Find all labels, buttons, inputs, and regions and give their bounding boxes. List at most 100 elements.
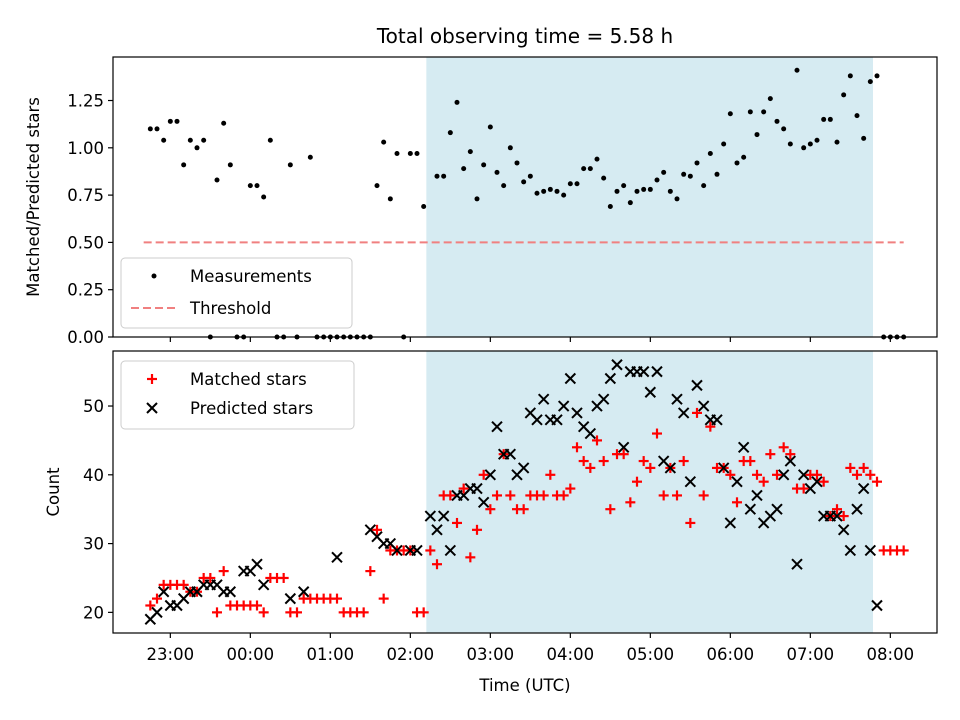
matched-star-point (145, 600, 156, 611)
matched-star-point (852, 469, 862, 480)
y-tick-label: 1.25 (67, 92, 104, 111)
predicted-star-point (331, 551, 343, 564)
measurement-point (481, 162, 487, 168)
legend-predicted-marker (146, 402, 158, 414)
predicted-star-point (551, 414, 563, 426)
matched-star-point (332, 593, 342, 604)
measurement-point (807, 141, 813, 147)
legend-matched-marker (147, 374, 157, 384)
matched-star-point (472, 524, 482, 535)
measurement-point (741, 154, 747, 160)
matched-star-point (458, 483, 469, 494)
matched-star-point (452, 517, 462, 528)
bottom-x-axis-label: Time (UTC) (478, 676, 570, 695)
measurement-point (581, 166, 587, 172)
matched-star-point (418, 607, 429, 618)
measurement-point (647, 186, 653, 192)
matched-star-point (818, 476, 829, 487)
matched-star-point (545, 469, 556, 480)
predicted-star-point (677, 407, 690, 419)
predicted-star-point (784, 455, 797, 467)
bottom-plot-frame (112, 350, 938, 634)
predicted-star-point (411, 544, 423, 557)
top-panel: Total observing time = 5.58 h 0.000.250.… (24, 24, 938, 347)
predicted-star-point (771, 503, 783, 515)
matched-star-point (692, 407, 702, 418)
matched-star-point (858, 462, 869, 473)
matched-star-point (865, 469, 876, 480)
matched-star-point (485, 504, 496, 515)
y-tick-label: 40 (83, 466, 104, 485)
matched-star-point (872, 476, 882, 487)
matched-star-point (365, 566, 376, 577)
predicted-star-point (637, 365, 650, 378)
predicted-star-point (424, 510, 437, 522)
measurement-point (714, 171, 720, 177)
predicted-star-point (737, 441, 750, 453)
matched-star-point (565, 483, 576, 494)
measurement-point (501, 183, 507, 189)
matched-star-point (558, 490, 569, 501)
predicted-star-point (851, 503, 863, 515)
matched-star-point (838, 511, 849, 522)
predicted-stars-points (144, 359, 883, 625)
measurement-point (174, 118, 180, 124)
x-tick-label: 05:00 (627, 645, 675, 664)
predicted-star-point (717, 462, 730, 474)
measurement-point (661, 169, 667, 175)
y-tick-label: 30 (83, 535, 104, 554)
measurement-point (507, 145, 513, 151)
measurement-point (214, 177, 220, 183)
matched-star-point (752, 469, 762, 480)
measurement-points (147, 67, 907, 340)
y-tick-label: 50 (83, 397, 104, 416)
measurement-point (814, 137, 820, 143)
measurement-point (761, 109, 767, 115)
matched-star-point (218, 566, 229, 577)
predicted-star-point (477, 496, 490, 509)
measurement-point (387, 196, 393, 202)
measurement-point (521, 179, 527, 185)
predicted-star-point (697, 400, 710, 412)
measurement-point (861, 135, 867, 141)
matched-star-point (538, 490, 549, 501)
predicted-star-point (471, 482, 483, 495)
observing-window-shade-bottom (426, 351, 873, 633)
predicted-star-point (617, 441, 630, 453)
legend-threshold-label: Threshold (189, 299, 271, 318)
matched-star-point (585, 462, 596, 473)
measurement-point (454, 99, 460, 105)
matched-star-point (605, 504, 616, 515)
measurement-point (534, 190, 540, 196)
matched-star-point (705, 421, 716, 432)
matched-star-point (645, 462, 656, 473)
predicted-star-point (444, 544, 457, 557)
measurement-point (781, 126, 787, 132)
matched-star-point (252, 600, 262, 611)
measurement-point (527, 173, 533, 179)
y-tick-label: 1.00 (67, 139, 104, 158)
measurement-point (787, 141, 793, 147)
matched-star-point (845, 462, 856, 473)
matched-star-point (258, 607, 269, 618)
measurement-point (667, 188, 673, 194)
measurement-point (147, 126, 153, 132)
y-tick-label: 0.50 (67, 233, 104, 252)
matched-star-point (745, 456, 756, 467)
matched-star-point (698, 490, 709, 501)
predicted-star-point (531, 414, 543, 426)
matched-star-point (758, 476, 769, 487)
measurement-point (514, 160, 520, 166)
x-tick-label: 01:00 (307, 645, 355, 664)
top-legend-box (120, 257, 353, 329)
predicted-star-point (864, 544, 877, 557)
predicted-star-point (517, 462, 530, 474)
measurement-point (541, 188, 547, 194)
x-tick-label: 02:00 (387, 645, 435, 664)
matched-star-point (772, 469, 782, 480)
measurement-point (727, 111, 733, 117)
matched-star-point (832, 504, 842, 515)
predicted-star-point (831, 510, 843, 522)
bottom-x-axis: 23:00 00:00 01:00 02:00 03:00 04:00 05:00 06:00… (147, 633, 914, 664)
matched-stars-points (145, 407, 909, 618)
